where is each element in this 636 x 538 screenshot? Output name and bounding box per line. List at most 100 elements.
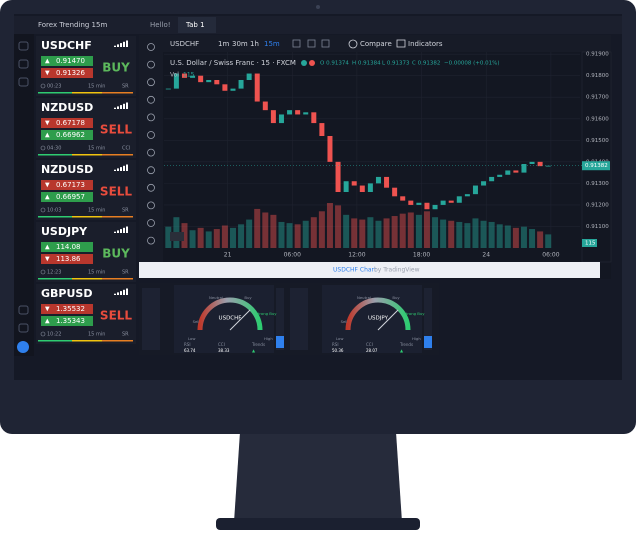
interval: 15 min (88, 208, 105, 214)
volume-bar (432, 217, 439, 248)
price-box (41, 254, 93, 264)
card-rule (38, 216, 72, 218)
price-arrow: ▼ (45, 70, 50, 77)
candle (238, 80, 244, 89)
drawing-tool[interactable] (147, 60, 155, 69)
drawing-tool[interactable] (147, 236, 155, 245)
indicators-icon (396, 39, 406, 48)
price-box (41, 180, 93, 190)
interval-button[interactable]: 1m (218, 40, 229, 48)
drawing-tool[interactable] (147, 166, 155, 175)
candle (375, 176, 381, 184)
volume-bar (423, 211, 430, 248)
interval: 15 min (88, 270, 105, 276)
time: 12:23 (47, 270, 61, 276)
drawing-tool[interactable] (147, 95, 155, 104)
card-rule (38, 278, 72, 280)
tab[interactable]: Tab 1 (185, 21, 205, 29)
gauge-arc (197, 297, 263, 331)
indicators-button[interactable]: Indicators (408, 40, 443, 48)
interval-button[interactable]: 15m (264, 40, 280, 48)
price: 0.67178 (56, 119, 85, 127)
compare-button[interactable]: Compare (360, 40, 392, 48)
volume-bar (415, 214, 422, 248)
volume-bar (326, 203, 333, 248)
signal-strength (117, 168, 119, 171)
candle (327, 136, 333, 162)
card-rule (102, 216, 133, 218)
signal-strength (120, 43, 122, 47)
volume-bar (351, 218, 358, 248)
volume-bar (480, 220, 487, 248)
chart-type-icon[interactable] (292, 39, 301, 48)
volume-bar (246, 219, 253, 248)
tab[interactable]: Hello! (150, 21, 171, 29)
volume-bar (375, 220, 382, 248)
candle (472, 185, 478, 195)
chart-type-icon[interactable] (321, 39, 330, 48)
signal-strength (114, 107, 116, 109)
x-tick-label: 12:00 (348, 252, 365, 259)
interval: 15 min (88, 146, 105, 152)
price-box (41, 56, 93, 66)
volume-bar (456, 221, 463, 248)
stat-value: 50.36 (332, 348, 344, 353)
candle (254, 73, 260, 102)
gauge-zone: Buy (244, 295, 252, 300)
candle (246, 73, 252, 80)
indicator: SR (122, 270, 129, 276)
signal-strength (114, 45, 116, 47)
drawing-tool[interactable] (147, 148, 155, 157)
stat-name: RSI (332, 342, 339, 347)
candle (343, 181, 349, 192)
candle (384, 176, 390, 188)
signal-strength (117, 230, 119, 233)
candle (287, 110, 293, 115)
drawing-tool[interactable] (147, 219, 155, 227)
interval-button[interactable]: 30m (232, 40, 248, 48)
candle (481, 181, 487, 186)
drawing-tool[interactable] (147, 78, 155, 87)
candle (432, 204, 438, 210)
candle (181, 73, 187, 78)
sidebar-icon (18, 305, 29, 315)
signal-strength (123, 103, 125, 109)
signal-strength (126, 40, 128, 47)
gauge-meter (276, 288, 284, 350)
price-box (41, 242, 93, 252)
volume-bar (537, 231, 544, 248)
candle (424, 202, 430, 210)
clock-icon (40, 331, 46, 337)
volume-tag-label: 115 (585, 241, 596, 247)
gauge-low: Low (188, 336, 195, 341)
candle (529, 161, 535, 164)
signal-strength (126, 226, 128, 233)
ohlc-value: −0.00008 (+0.01%) (444, 61, 499, 67)
drawing-tool[interactable] (147, 43, 155, 51)
candle (295, 110, 301, 115)
volume-bar (512, 227, 519, 248)
clock-icon (40, 145, 46, 151)
candle (513, 170, 519, 173)
drawing-tool[interactable] (147, 183, 155, 192)
chart-type-icon[interactable] (307, 39, 316, 48)
volume-bar (383, 218, 390, 248)
candle (416, 202, 422, 205)
signal: SELL (100, 309, 132, 323)
drawing-tool[interactable] (147, 131, 155, 139)
candle (311, 112, 317, 124)
volume-bar (359, 219, 366, 248)
volume-bar (335, 205, 342, 248)
gauge-meter-fill (276, 336, 284, 348)
volume-bar (270, 214, 277, 248)
volume-bar (529, 229, 536, 248)
signal-strength (120, 229, 122, 233)
footer-link[interactable]: USDCHF Chart (333, 267, 377, 274)
interval-button[interactable]: 1h (250, 40, 259, 48)
drawing-tool[interactable] (147, 201, 155, 210)
price-axis (581, 51, 612, 263)
volume-bar (472, 218, 479, 248)
price-arrow: ▲ (45, 132, 50, 139)
drawing-tool[interactable] (147, 113, 155, 122)
stat-name: RSI (184, 342, 191, 347)
